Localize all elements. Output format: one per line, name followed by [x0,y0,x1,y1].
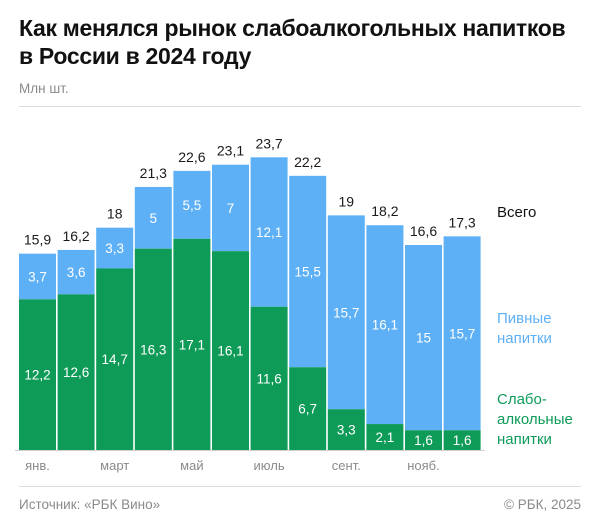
bar-label-low-alcohol: 16,1 [217,344,243,359]
bar-low-alcohol [134,248,172,450]
x-tick-label: сент. [332,458,361,473]
bar-label-low-alcohol: 12,2 [24,368,50,383]
bar-label-total: 23,7 [255,135,282,151]
x-tick-label: март [100,458,129,473]
x-tick-label: янв. [25,458,50,473]
bar-beer-drinks [366,225,404,425]
bar-label-total: 16,6 [410,223,437,239]
bar-label-beer: 15,7 [449,326,475,341]
bar-low-alcohol [19,299,56,450]
bar-low-alcohol [443,430,481,450]
bar-low-alcohol [366,424,404,450]
bar-label-beer: 15,7 [333,305,359,320]
bar-label-total: 21,3 [140,165,167,181]
bar-label-total: 18,2 [371,203,398,219]
bar-label-total: 16,2 [62,228,89,244]
bar-low-alcohol [212,251,249,450]
legend-beer-drinks: Пивные напитки [497,310,552,347]
x-tick-label: июль [254,458,285,473]
bar-beer-drinks [173,170,211,239]
bar-label-total: 15,9 [24,232,51,248]
bar-beer-drinks [212,164,249,252]
x-tick-label: май [180,458,203,473]
bar-beer-drinks [289,175,327,368]
bar-beer-drinks [443,236,481,431]
bar-label-low-alcohol: 6,7 [298,402,317,417]
bar-beer-drinks [327,215,365,410]
bar-label-total: 22,2 [294,154,321,170]
bar-label-total: 18 [107,206,123,222]
x-tick-label: нояб. [407,458,440,473]
source-note: Источник: «РБК Вино» [19,497,161,512]
top-divider [19,106,581,107]
bar-label-total: 17,3 [448,214,475,230]
bar-label-low-alcohol: 12,6 [63,365,89,380]
bar-low-alcohol [289,367,327,450]
bar-label-low-alcohol: 11,6 [256,371,281,386]
bar-label-total: 19 [339,193,355,209]
bar-beer-drinks [96,227,134,269]
bar-label-low-alcohol: 1,6 [414,433,433,448]
bar-label-beer: 16,1 [372,318,398,333]
bar-label-low-alcohol: 14,7 [102,352,128,367]
bar-label-beer: 3,6 [67,265,86,280]
chart-title: Как менялся рынок слабоалкогольных напит… [19,15,566,69]
bar-label-total: 23,1 [217,143,244,159]
bar-low-alcohol [327,409,365,450]
bar-label-beer: 12,1 [256,225,282,240]
legend-total: Всего [497,204,537,221]
bar-label-beer: 15,5 [295,265,321,280]
bar-label-total: 22,6 [178,149,205,165]
bar-low-alcohol [57,294,95,450]
bar-beer-drinks [134,186,172,249]
bar-label-beer: 5 [150,211,158,226]
bar-label-beer: 3,3 [105,241,124,256]
bottom-divider [19,486,581,487]
bar-label-low-alcohol: 3,3 [337,423,356,438]
bar-label-beer: 5,5 [183,198,202,213]
bar-label-beer: 7 [227,201,235,216]
bar-beer-drinks [250,157,288,307]
bar-beer-drinks [19,253,56,300]
bar-low-alcohol [405,430,442,450]
bar-label-low-alcohol: 2,1 [376,430,395,445]
bar-label-low-alcohol: 1,6 [453,433,472,448]
bar-label-low-alcohol: 16,3 [140,342,166,357]
bar-label-beer: 3,7 [28,269,47,284]
bar-low-alcohol [96,268,134,450]
unit-label: Млн шт. [19,81,69,96]
bar-label-beer: 15 [416,331,431,346]
legend-low-alcohol-drinks: Слабо-алкольные напитки [497,391,573,448]
bar-beer-drinks [405,244,442,431]
bar-beer-drinks [57,249,95,295]
bar-low-alcohol [173,238,211,450]
bar-low-alcohol [250,306,288,450]
copyright-note: © РБК, 2025 [504,497,581,512]
bar-label-low-alcohol: 17,1 [179,337,205,352]
